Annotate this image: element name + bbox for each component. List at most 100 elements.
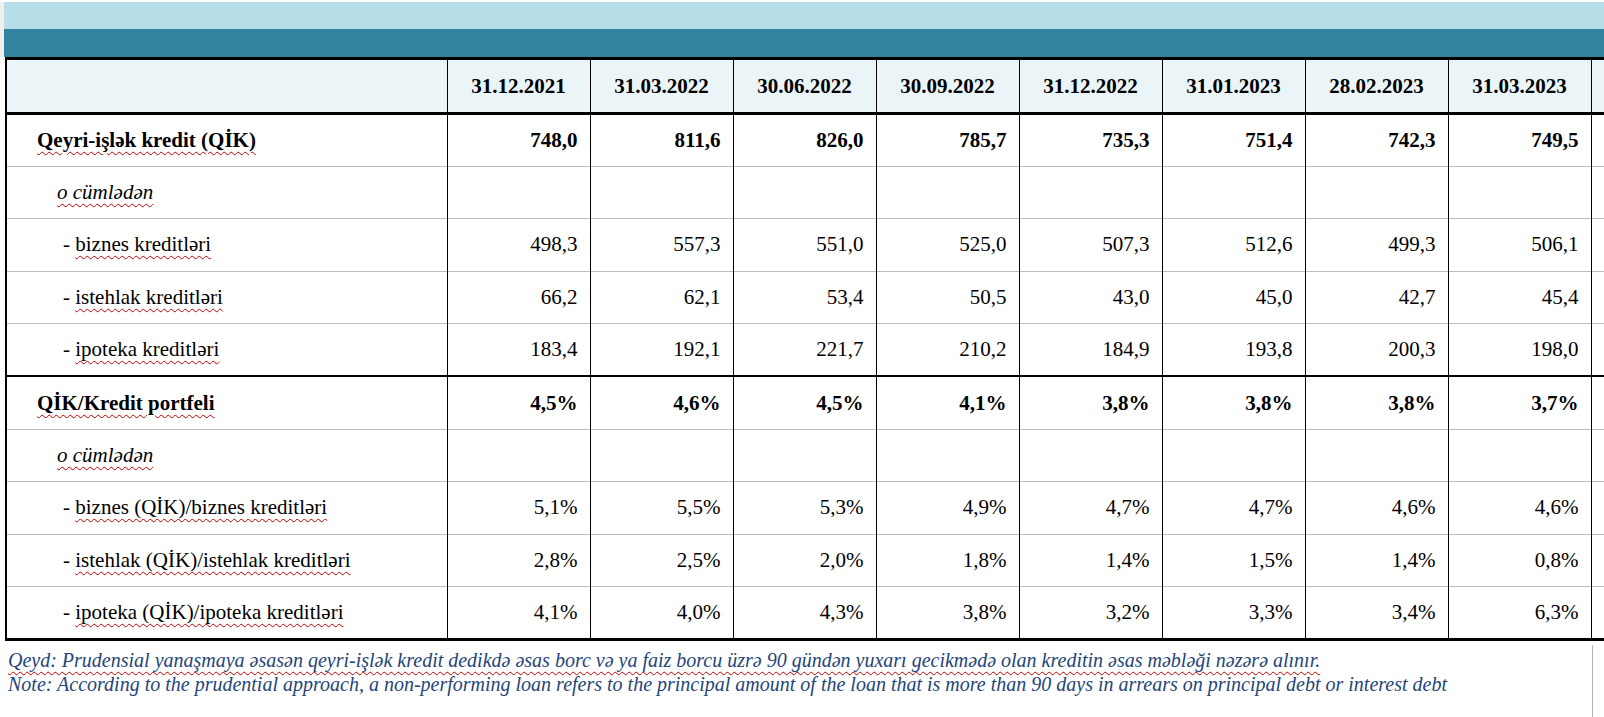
row-label-prefix: - xyxy=(63,232,75,256)
value-cell xyxy=(1305,166,1448,219)
value-cell: 210,2 xyxy=(876,324,1019,377)
value-cell: 4,6% xyxy=(1305,482,1448,535)
value-cell: 507,3 xyxy=(1019,219,1162,272)
value-cell: 4,5% xyxy=(447,376,590,429)
value-cell: 4,6% xyxy=(590,376,733,429)
table-row: o cümlədən xyxy=(6,429,1604,482)
value-cell: 4,1% xyxy=(876,376,1019,429)
stub-cell xyxy=(1591,219,1604,272)
stub-cell xyxy=(1591,534,1604,587)
value-cell xyxy=(733,429,876,482)
row-label-prefix: - xyxy=(63,285,75,309)
row-label-prefix: - xyxy=(63,495,75,519)
value-cell: 200,3 xyxy=(1305,324,1448,377)
stub-cell xyxy=(1591,324,1604,377)
value-cell: 2,0% xyxy=(733,534,876,587)
value-cell: 6,3% xyxy=(1448,587,1591,640)
table-row: o cümlədən xyxy=(6,166,1604,219)
value-cell: 5,1% xyxy=(447,482,590,535)
table-header: 31.12.2021 31.03.2022 30.06.2022 30.09.2… xyxy=(6,59,1604,114)
value-cell: 50,5 xyxy=(876,271,1019,324)
table-body: Qeyri-işlək kredit (QİK)748,0811,6826,07… xyxy=(6,114,1604,640)
row-label-text: QİK/Kredit portfeli xyxy=(37,391,215,415)
value-cell: 3,4% xyxy=(1305,587,1448,640)
stub-cell xyxy=(1591,376,1604,429)
row-label-text: istehlak kreditləri xyxy=(75,285,223,309)
row-label-prefix: - xyxy=(63,548,75,572)
row-label: - ipoteka kreditləri xyxy=(6,324,447,377)
value-cell xyxy=(1019,166,1162,219)
row-label-text: biznes (QİK)/biznes kreditləri xyxy=(75,495,327,519)
footnote-english: Note: According to the prudential approa… xyxy=(8,672,1598,696)
value-cell: 4,7% xyxy=(1019,482,1162,535)
value-cell: 735,3 xyxy=(1019,114,1162,167)
value-cell xyxy=(876,166,1019,219)
table-row: - ipoteka kreditləri183,4192,1221,7210,2… xyxy=(6,324,1604,377)
column-header: 30.06.2022 xyxy=(733,59,876,114)
value-cell: 183,4 xyxy=(447,324,590,377)
stub-cell xyxy=(1591,271,1604,324)
value-cell: 45,0 xyxy=(1162,271,1305,324)
stub-cell xyxy=(1591,429,1604,482)
value-cell: 198,0 xyxy=(1448,324,1591,377)
value-cell xyxy=(590,166,733,219)
value-cell: 2,8% xyxy=(447,534,590,587)
value-cell: 43,0 xyxy=(1019,271,1162,324)
row-label-text: ipoteka (QİK)/ipoteka kreditləri xyxy=(75,600,343,624)
stub-header xyxy=(1591,59,1604,114)
row-label-text: ipoteka kreditləri xyxy=(75,337,219,361)
value-cell xyxy=(1019,429,1162,482)
value-cell: 3,8% xyxy=(1019,376,1162,429)
header-row: 31.12.2021 31.03.2022 30.06.2022 30.09.2… xyxy=(6,59,1604,114)
row-label: - istehlak kreditləri xyxy=(6,271,447,324)
table-row: - biznes (QİK)/biznes kreditləri5,1%5,5%… xyxy=(6,482,1604,535)
row-label: - biznes kreditləri xyxy=(6,219,447,272)
row-label: - biznes (QİK)/biznes kreditləri xyxy=(6,482,447,535)
value-cell: 557,3 xyxy=(590,219,733,272)
value-cell: 45,4 xyxy=(1448,271,1591,324)
value-cell: 525,0 xyxy=(876,219,1019,272)
value-cell: 512,6 xyxy=(1162,219,1305,272)
value-cell: 3,3% xyxy=(1162,587,1305,640)
value-cell: 184,9 xyxy=(1019,324,1162,377)
column-header: 30.09.2022 xyxy=(876,59,1019,114)
npl-table: 31.12.2021 31.03.2022 30.06.2022 30.09.2… xyxy=(5,57,1604,641)
value-cell: 0,8% xyxy=(1448,534,1591,587)
column-header: 31.12.2021 xyxy=(447,59,590,114)
value-cell: 499,3 xyxy=(1305,219,1448,272)
table-title-bar xyxy=(4,29,1604,57)
value-cell: 498,3 xyxy=(447,219,590,272)
column-header: 28.02.2023 xyxy=(1305,59,1448,114)
value-cell xyxy=(733,166,876,219)
row-label: QİK/Kredit portfeli xyxy=(6,376,447,429)
table-row: - ipoteka (QİK)/ipoteka kreditləri4,1%4,… xyxy=(6,587,1604,640)
row-label-prefix: - xyxy=(63,337,75,361)
stub-cell xyxy=(1591,166,1604,219)
value-cell: 826,0 xyxy=(733,114,876,167)
value-cell xyxy=(876,429,1019,482)
value-cell: 53,4 xyxy=(733,271,876,324)
row-label: - istehlak (QİK)/istehlak kreditləri xyxy=(6,534,447,587)
column-header: 31.01.2023 xyxy=(1162,59,1305,114)
value-cell: 4,6% xyxy=(1448,482,1591,535)
value-cell: 551,0 xyxy=(733,219,876,272)
table-row: QİK/Kredit portfeli4,5%4,6%4,5%4,1%3,8%3… xyxy=(6,376,1604,429)
value-cell: 506,1 xyxy=(1448,219,1591,272)
value-cell: 785,7 xyxy=(876,114,1019,167)
row-label: o cümlədən xyxy=(6,429,447,482)
row-label-prefix: - xyxy=(63,600,75,624)
stub-cell xyxy=(1591,482,1604,535)
value-cell: 3,8% xyxy=(1305,376,1448,429)
value-cell: 3,7% xyxy=(1448,376,1591,429)
value-cell: 4,5% xyxy=(733,376,876,429)
value-cell: 751,4 xyxy=(1162,114,1305,167)
row-label-text: Qeyri-işlək kredit (QİK) xyxy=(37,128,256,152)
table-row: Qeyri-işlək kredit (QİK)748,0811,6826,07… xyxy=(6,114,1604,167)
top-highlight-bar xyxy=(4,2,1604,29)
value-cell: 1,4% xyxy=(1305,534,1448,587)
table-row: - biznes kreditləri498,3557,3551,0525,05… xyxy=(6,219,1604,272)
value-cell xyxy=(1305,429,1448,482)
value-cell: 4,7% xyxy=(1162,482,1305,535)
row-label-text: o cümlədən xyxy=(57,443,153,467)
row-label-header xyxy=(6,59,447,114)
